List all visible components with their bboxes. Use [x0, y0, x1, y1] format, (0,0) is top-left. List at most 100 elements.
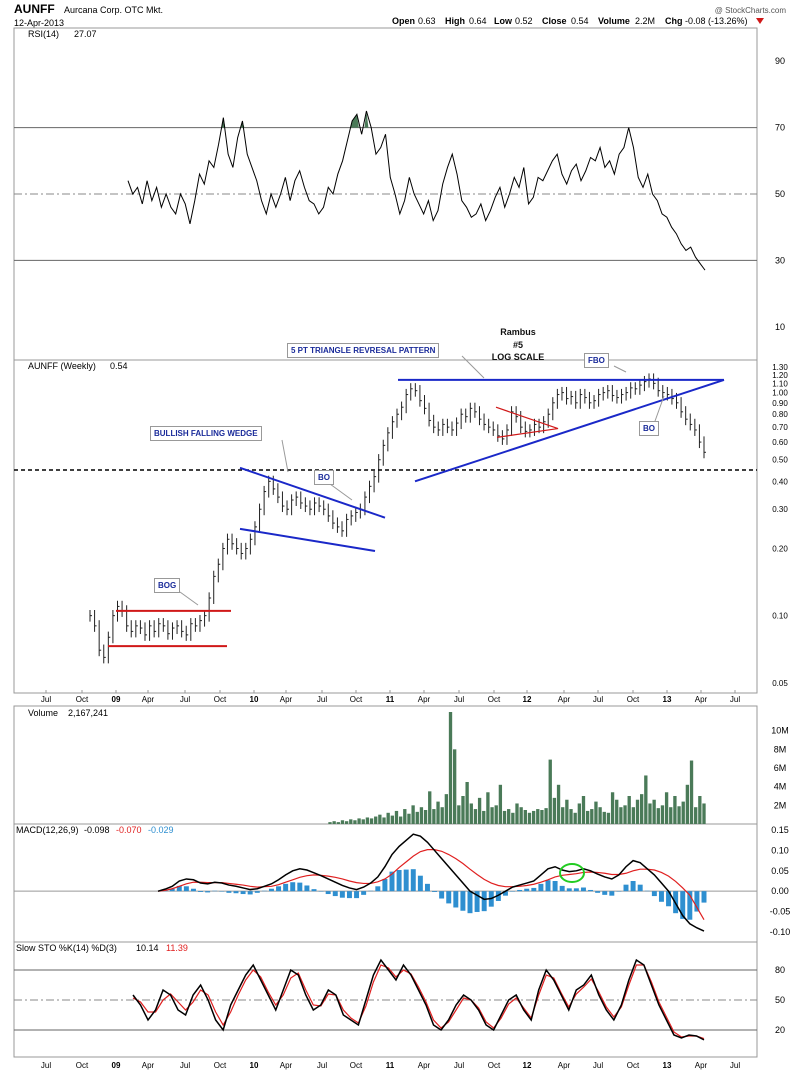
- x-tick-label: Apr: [695, 1061, 708, 1070]
- sto-legend-value-1: 10.14: [136, 943, 159, 953]
- volume-bar: [627, 796, 631, 824]
- volume-bar: [523, 810, 527, 824]
- price-tick-label: 1.30: [772, 363, 788, 372]
- x-tick-label: Oct: [627, 1061, 640, 1070]
- macd-histogram-bar: [339, 891, 345, 898]
- volume-bar: [398, 816, 403, 824]
- volume-bar: [544, 808, 548, 824]
- annotation-bog: BOG: [154, 578, 181, 593]
- x-tick-label: Jul: [593, 695, 603, 704]
- sto-tick-label: 20: [775, 1025, 785, 1035]
- quote-close-label: Close: [542, 16, 567, 26]
- volume-tick-label: 4M: [774, 782, 787, 792]
- x-tick-label: Jul: [593, 1061, 603, 1070]
- volume-bar: [536, 809, 540, 824]
- volume-bar: [685, 784, 690, 824]
- macd-plot: 0.15 0.10 0.05 0.00 -0.05 -0.10: [14, 825, 790, 937]
- volume-bar: [565, 799, 569, 824]
- volume-bar: [369, 818, 374, 824]
- volume-bar: [527, 812, 532, 824]
- x-tick-label: Apr: [142, 695, 155, 704]
- volume-bar: [531, 810, 536, 824]
- down-arrow-icon: [756, 18, 764, 24]
- rsi-tick-label: 50: [775, 189, 785, 199]
- quote-chg-label: Chg: [665, 16, 683, 26]
- macd-histogram-bar: [701, 891, 707, 903]
- volume-bar: [349, 819, 353, 824]
- macd-histogram-bar: [559, 885, 565, 892]
- sto-legend: Slow STO %K(14) %D(3) 10.14 11.39: [16, 943, 188, 953]
- macd-histogram-bar: [637, 884, 643, 892]
- macd-histogram-bar: [361, 891, 367, 895]
- quote-volume: 2.2M: [635, 16, 655, 26]
- macd-histogram-bar: [609, 891, 615, 896]
- macd-histogram-bar: [169, 888, 175, 892]
- annotation-bo-2: BO: [639, 421, 659, 436]
- price-tick-label: 1.10: [772, 379, 788, 388]
- volume-bar: [552, 797, 557, 824]
- volume-tick-label: 2M: [774, 800, 787, 810]
- x-tick-label: 10: [250, 695, 259, 704]
- volume-bar: [498, 784, 503, 824]
- macd-histogram-bar: [666, 891, 672, 907]
- annotation-log-scale: LOG SCALE: [491, 352, 545, 362]
- macd-histogram-bar: [538, 883, 544, 892]
- volume-bar: [644, 775, 648, 824]
- macd-histogram-bar: [268, 888, 274, 892]
- x-tick-label: Apr: [418, 695, 431, 704]
- rsi-legend: RSI(14) 27.07: [28, 29, 97, 39]
- macd-histogram-bar: [566, 888, 572, 892]
- macd-histogram-bar: [247, 891, 253, 895]
- rsi-tick-label: 30: [775, 255, 785, 265]
- macd-legend-value-2: -0.070: [116, 825, 142, 835]
- x-tick-label: 12: [523, 695, 532, 704]
- volume-bar: [328, 822, 332, 824]
- volume-bar: [457, 805, 461, 824]
- x-tick-label: Apr: [280, 695, 293, 704]
- annotation-pointer: [179, 591, 199, 606]
- price-tick-label: 0.20: [772, 545, 788, 554]
- macd-histogram-bar: [332, 891, 338, 897]
- volume-bar: [390, 815, 394, 824]
- x-tick-label: 09: [112, 1061, 121, 1070]
- volume-bar: [473, 809, 478, 824]
- x-tick-label: 13: [663, 695, 672, 704]
- macd-tick-label: 0.05: [771, 866, 789, 876]
- x-tick-label: Oct: [76, 1061, 89, 1070]
- volume-bar: [515, 803, 519, 824]
- triangle-bottom-line: [414, 378, 725, 483]
- sto-d-line: [132, 964, 705, 1040]
- volume-bar: [482, 810, 486, 824]
- volume-bar: [419, 807, 424, 824]
- quote-volume-label: Volume: [598, 16, 630, 26]
- volume-bar: [590, 809, 594, 824]
- macd-histogram-bar: [417, 875, 423, 892]
- volume-bar: [444, 794, 449, 824]
- x-tick-label: Jul: [730, 695, 740, 704]
- volume-bar: [635, 799, 640, 824]
- volume-bar: [689, 760, 694, 824]
- macd-tick-label: 0.15: [771, 825, 789, 835]
- macd-histogram-bar: [439, 891, 445, 899]
- annotation-pointer: [329, 483, 353, 501]
- rsi-series-line: [127, 110, 706, 271]
- volume-bar: [490, 807, 494, 824]
- wedge-top-line: [239, 466, 386, 519]
- macd-histogram-bar: [233, 891, 239, 894]
- macd-histogram-bar: [502, 891, 508, 896]
- x-tick-label: Jul: [454, 1061, 464, 1070]
- macd-legend: MACD(12,26,9) -0.098 -0.070 -0.029: [16, 825, 174, 835]
- macd-histogram-bar: [240, 891, 246, 895]
- volume-bar: [681, 801, 685, 824]
- sto-tick-label: 80: [775, 965, 785, 975]
- sto-legend-label: Slow STO %K(14) %D(3): [16, 943, 117, 953]
- volume-bar: [469, 803, 473, 824]
- volume-bar: [652, 799, 656, 824]
- macd-histogram-bar: [410, 869, 416, 892]
- macd-legend-value-1: -0.098: [84, 825, 110, 835]
- volume-bar: [386, 812, 390, 824]
- x-tick-label: 11: [386, 1061, 395, 1070]
- volume-bar: [415, 811, 419, 824]
- x-tick-label: Oct: [488, 1061, 501, 1070]
- volume-tick-label: 8M: [774, 744, 787, 754]
